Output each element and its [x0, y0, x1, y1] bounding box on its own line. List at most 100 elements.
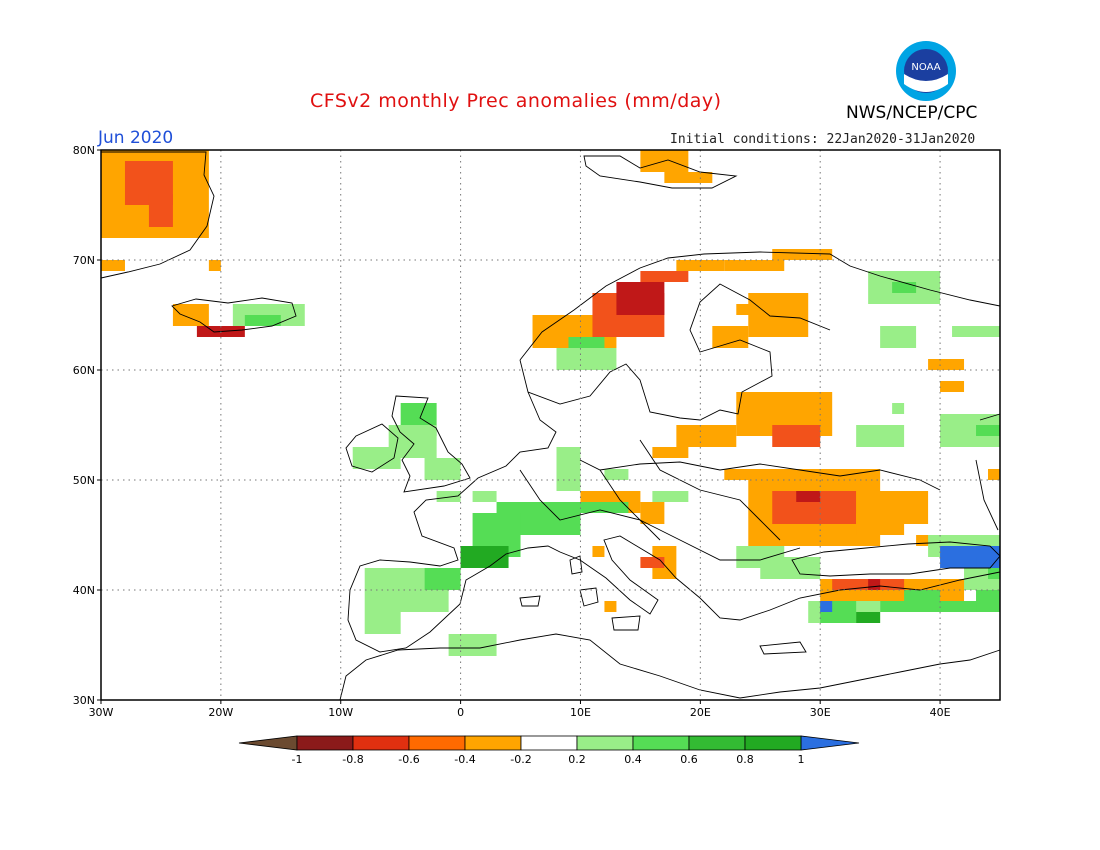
anomaly-cell — [640, 271, 689, 282]
latitude-label: 30N — [73, 694, 95, 707]
anomaly-cell — [424, 568, 461, 590]
anomaly-cell — [928, 359, 965, 370]
anomaly-cell — [424, 458, 461, 480]
anomaly-cell — [832, 579, 905, 590]
latitude-label: 50N — [73, 474, 95, 487]
svg-text:NOAA: NOAA — [911, 62, 940, 73]
legend-above-arrow — [800, 735, 860, 751]
longitude-label: 10W — [328, 706, 353, 719]
anomaly-cell — [976, 590, 1000, 612]
longitude-label: 20W — [208, 706, 233, 719]
anomaly-cell — [772, 249, 833, 260]
longitude-label: 30W — [89, 706, 114, 719]
anomaly-cell — [364, 568, 401, 634]
anomaly-cell — [244, 315, 281, 326]
noaa-logo-icon: NOAA — [896, 41, 956, 101]
latitude-label: 60N — [73, 364, 95, 377]
anomaly-cell — [556, 348, 617, 370]
longitude-label: 20E — [690, 706, 711, 719]
anomaly-cell — [172, 304, 209, 326]
legend-swatch — [576, 735, 634, 751]
color-legend: -1 -0.8 -0.6 -0.4 -0.2 0.2 0.4 0.6 0.8 1 — [238, 735, 860, 766]
anomaly-cell — [352, 447, 401, 469]
anomaly-cell — [604, 469, 629, 480]
legend-tick-label: 1 — [798, 753, 805, 766]
anomaly-cell — [904, 590, 941, 601]
anomaly-cell — [472, 491, 497, 502]
anomaly-cell — [856, 425, 905, 447]
legend-tick-label: 0.8 — [736, 753, 754, 766]
legend-swatch — [352, 735, 410, 751]
anomaly-cell — [760, 557, 821, 579]
anomaly-cell — [640, 557, 665, 568]
anomaly-cell — [712, 326, 749, 348]
anomaly-cell — [940, 381, 965, 392]
legend-tick-label: -1 — [292, 753, 303, 766]
forecast-month: Jun 2020 — [98, 128, 174, 148]
anomaly-cell — [856, 612, 881, 623]
anomaly-cell — [976, 425, 1000, 436]
anomaly-cell — [556, 447, 581, 491]
anomaly-cell — [736, 304, 773, 315]
latitude-label: 70N — [73, 254, 95, 267]
anomaly-cell — [676, 425, 737, 447]
anomaly-cell — [652, 491, 689, 502]
legend-swatch — [688, 735, 746, 751]
anomaly-cell — [724, 469, 761, 480]
legend-swatch — [464, 735, 522, 751]
legend-swatch — [408, 735, 466, 751]
anomaly-cell — [952, 326, 1000, 337]
anomaly-cell — [880, 326, 917, 348]
coastlines — [100, 151, 1001, 701]
legend-tick-label: 0.2 — [568, 753, 586, 766]
anomaly-cell — [592, 546, 605, 557]
anomaly-cell — [892, 282, 917, 293]
anomaly-cell — [652, 447, 689, 458]
anomaly-cell — [208, 260, 221, 271]
anomaly-cell — [604, 601, 617, 612]
legend-tick-label: 0.6 — [680, 753, 698, 766]
anomaly-cell — [448, 634, 497, 656]
anomaly-cell — [616, 282, 665, 315]
anomaly-cells — [101, 150, 1000, 656]
agency-label: NWS/NCEP/CPC — [846, 103, 978, 123]
anomaly-cell — [772, 425, 821, 447]
anomaly-cell — [520, 513, 581, 535]
legend-swatch — [744, 735, 802, 751]
anomaly-cell — [724, 260, 785, 271]
legend-tick-label: -0.4 — [454, 753, 475, 766]
map-frame — [100, 149, 1001, 701]
anomaly-cell — [436, 491, 461, 502]
legend-tick-label: 0.4 — [624, 753, 642, 766]
map-title: CFSv2 monthly Prec anomalies (mm/day) — [310, 90, 722, 112]
longitude-label: 0 — [457, 706, 464, 719]
longitude-label: 40E — [930, 706, 951, 719]
anomaly-cell — [988, 469, 1000, 480]
anomaly-cell — [868, 579, 881, 590]
anomaly-cell — [976, 557, 1000, 568]
legend-below-arrow — [238, 735, 298, 751]
legend-tick-label: -0.6 — [398, 753, 419, 766]
anomaly-cell — [820, 601, 833, 612]
anomaly-cell — [892, 403, 905, 414]
latitude-label: 40N — [73, 584, 95, 597]
legend-swatch — [296, 735, 354, 751]
anomaly-cell — [460, 546, 509, 568]
gridlines — [101, 150, 1000, 700]
anomaly-cell — [796, 491, 821, 502]
legend-tick-label: -0.8 — [342, 753, 363, 766]
latitude-label: 80N — [73, 144, 95, 157]
longitude-label: 10E — [570, 706, 591, 719]
anomaly-cell — [544, 502, 629, 513]
longitude-label: 30E — [810, 706, 831, 719]
legend-swatch — [520, 735, 578, 751]
anomaly-cell — [664, 172, 713, 183]
anomaly-cell — [101, 260, 125, 271]
legend-swatch — [632, 735, 690, 751]
initial-conditions: Initial conditions: 22Jan2020-31Jan2020 — [670, 132, 976, 147]
legend-tick-label: -0.2 — [510, 753, 531, 766]
anomaly-cell — [148, 194, 173, 227]
anomaly-cell — [856, 513, 905, 535]
